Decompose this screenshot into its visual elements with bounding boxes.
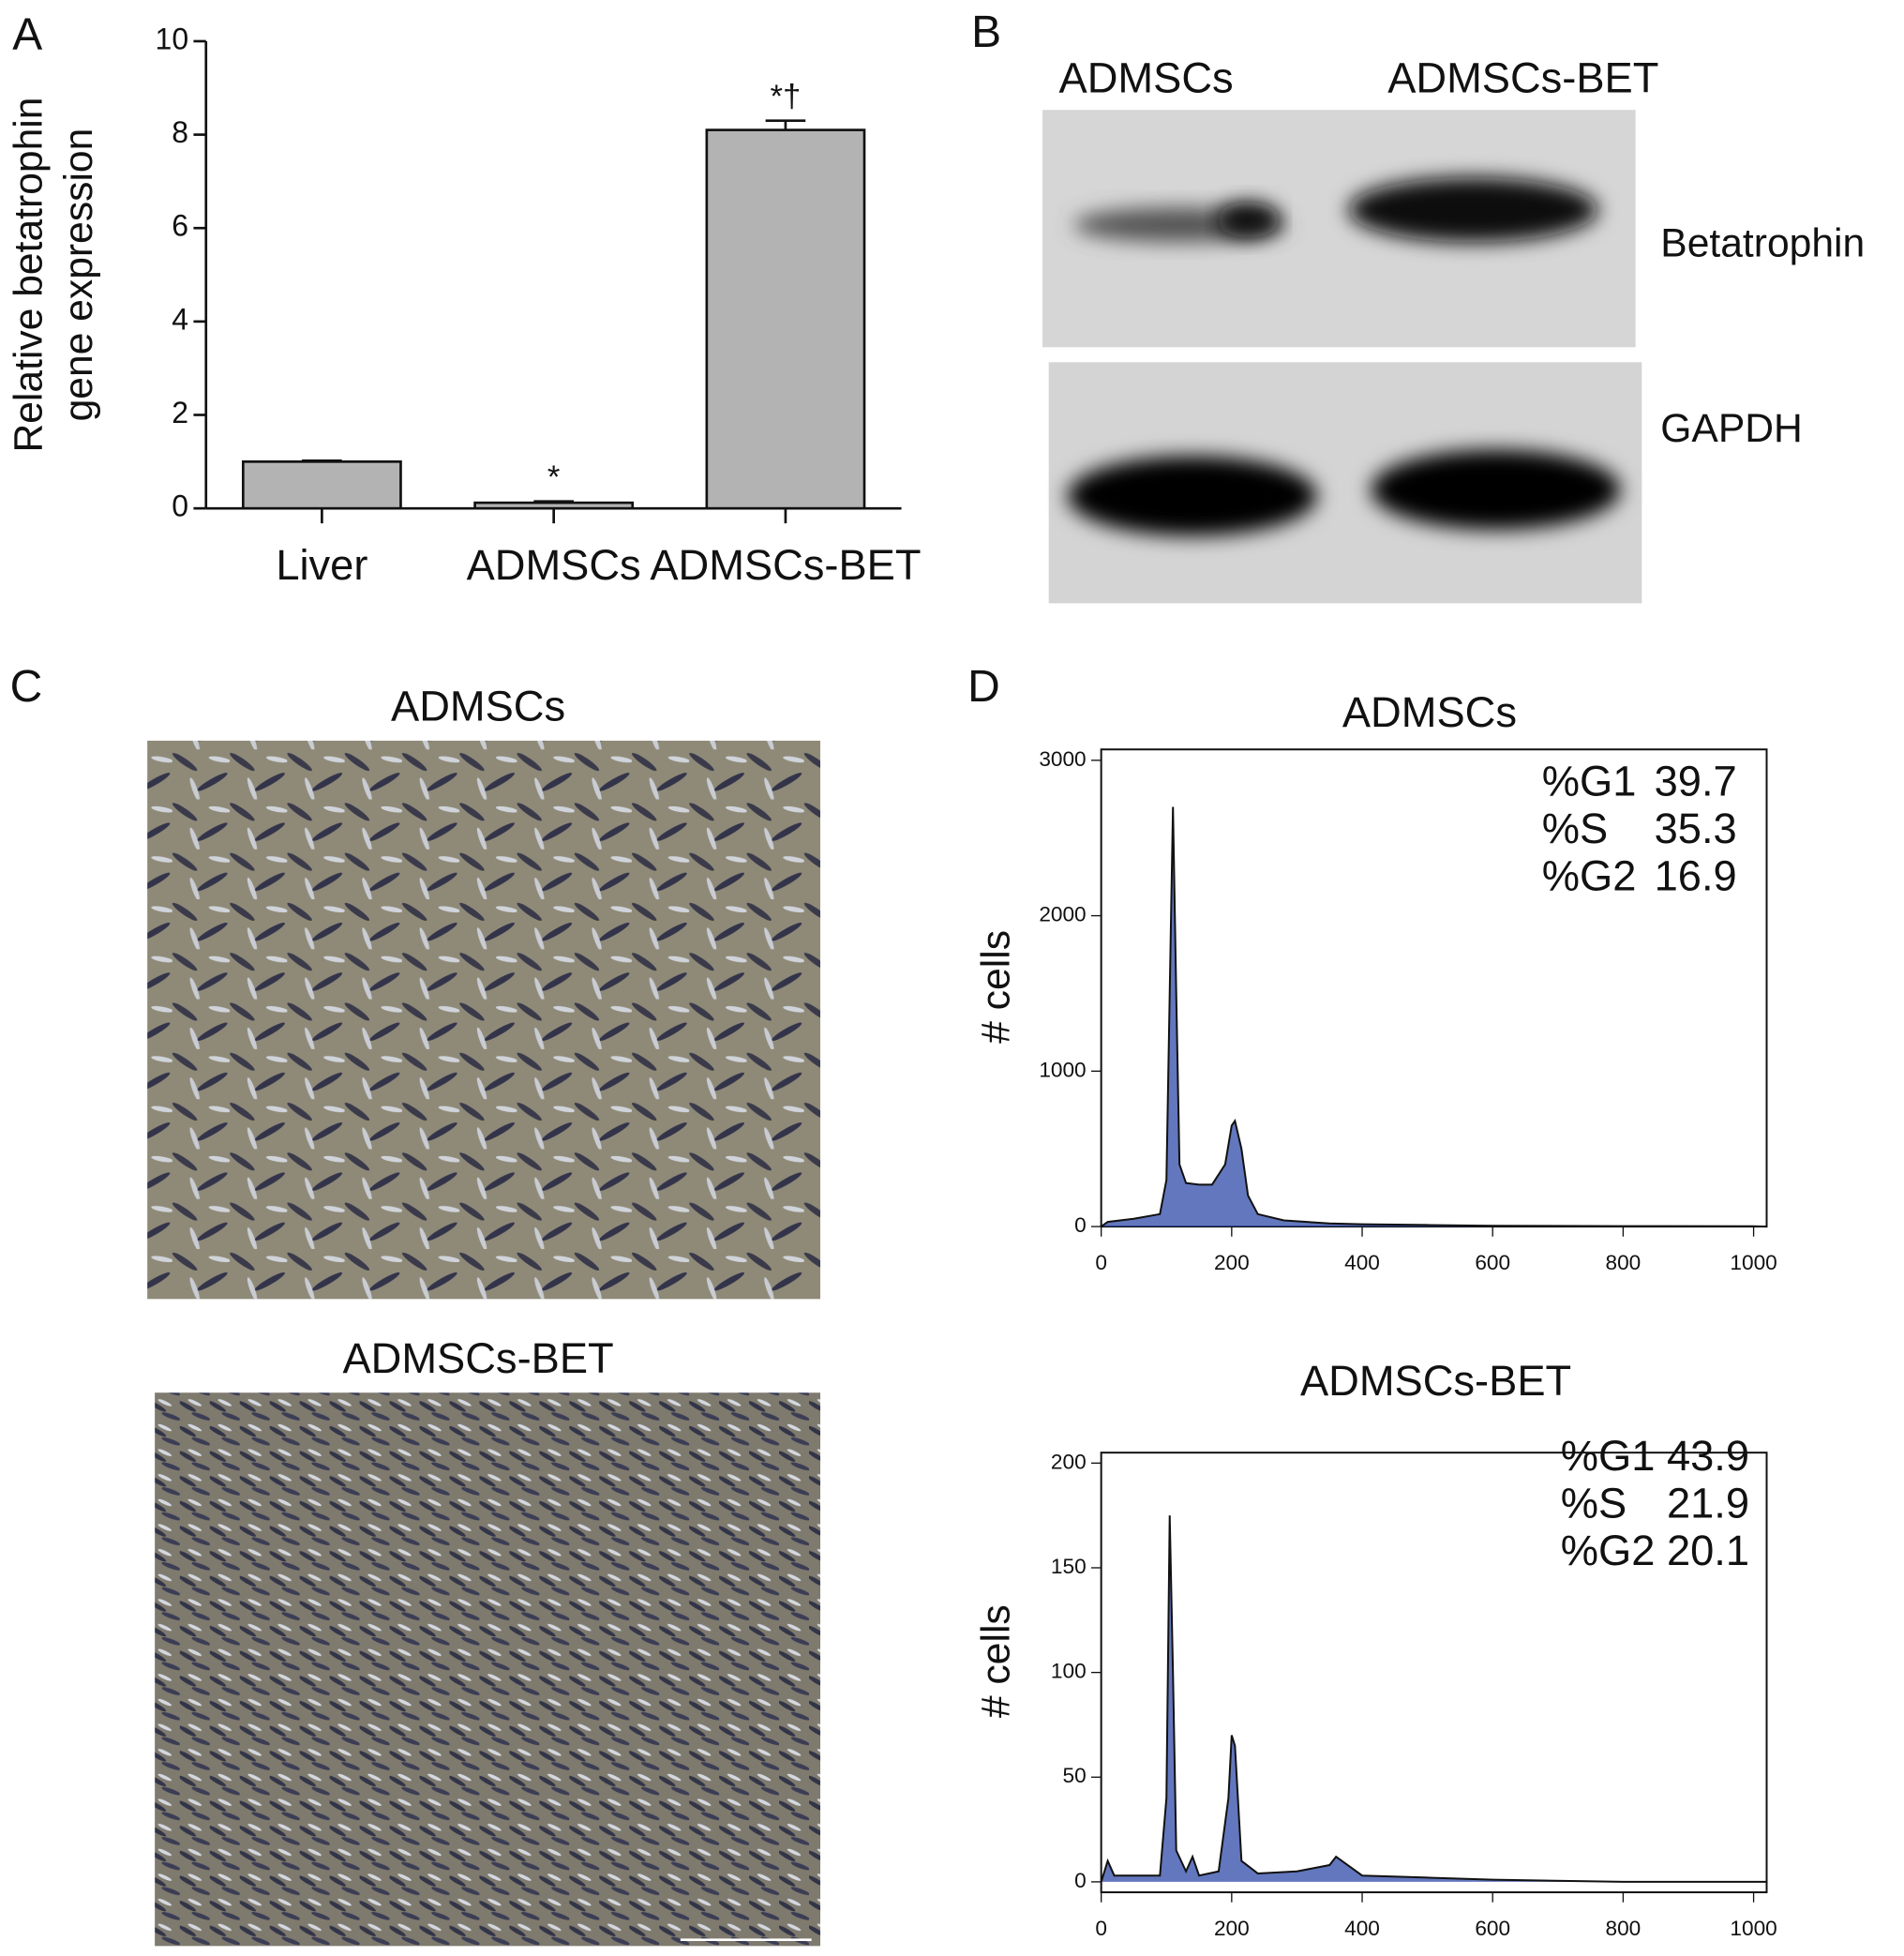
x-tick-label: 200 xyxy=(1214,1917,1250,1940)
micrograph xyxy=(147,740,820,1300)
micrograph xyxy=(155,1392,820,1947)
stat-label: %G2 xyxy=(1561,1527,1656,1574)
row-label: GAPDH xyxy=(1660,406,1803,451)
y-tick-label: 1000 xyxy=(1039,1058,1086,1081)
x-tick-label: ADMSCs-BET xyxy=(650,541,921,589)
x-tick-label: 0 xyxy=(1095,1917,1107,1940)
y-tick-label: 0 xyxy=(1074,1213,1087,1237)
bar xyxy=(705,128,866,510)
stat-label: %S xyxy=(1561,1479,1627,1527)
y-tick-label: 4 xyxy=(172,302,188,336)
micrograph-title: ADMSCs xyxy=(391,683,565,730)
significance: *† xyxy=(771,79,802,114)
row-label: Betatrophin xyxy=(1660,221,1865,266)
y-tick-label: 200 xyxy=(1051,1450,1087,1473)
chart-title: ADMSCs xyxy=(1342,688,1517,736)
plot-frame xyxy=(1100,748,1768,1228)
y-tick-label: 2000 xyxy=(1039,903,1086,926)
y-tick-label: 2 xyxy=(172,396,188,429)
stat-value: 16.9 xyxy=(1655,852,1737,900)
y-axis-label: gene expression xyxy=(56,128,101,422)
y-tick-label: 3000 xyxy=(1039,747,1086,771)
lane-label: ADMSCs xyxy=(1059,54,1234,102)
x-tick-label: 400 xyxy=(1344,1251,1380,1274)
area xyxy=(1101,1515,1767,1882)
stat-value: 20.1 xyxy=(1667,1527,1749,1574)
x-tick-label: 800 xyxy=(1606,1251,1642,1274)
x-tick-label: 0 xyxy=(1095,1251,1107,1274)
x-tick-label: 1000 xyxy=(1730,1251,1777,1274)
micrographs: ADMSCs ADMSCs-BET xyxy=(147,683,820,1947)
y-tick-label: 10 xyxy=(156,22,189,55)
x-tick-label: 1000 xyxy=(1730,1917,1777,1940)
x-tick-label: ADMSCs xyxy=(467,541,641,589)
western-blot: ADMSCs ADMSCs-BET Betatrophin GAPDH xyxy=(1042,54,1865,604)
band xyxy=(1371,449,1621,530)
x-tick-label: 600 xyxy=(1475,1251,1510,1274)
y-axis-label: # cells xyxy=(974,930,1019,1044)
stat-label: %G1 xyxy=(1542,757,1637,805)
micrograph-title: ADMSCs-BET xyxy=(342,1334,613,1382)
x-tick-label: 600 xyxy=(1475,1917,1510,1940)
y-axis-label: Relative betatrophin xyxy=(7,98,52,453)
stat-value: 21.9 xyxy=(1667,1479,1749,1527)
panel-label: A xyxy=(12,10,42,60)
significance: * xyxy=(547,459,560,495)
y-tick-label: 8 xyxy=(172,115,188,149)
stat-label: %S xyxy=(1542,805,1608,852)
chart-title: ADMSCs-BET xyxy=(1300,1357,1571,1405)
panel-label: C xyxy=(10,662,43,712)
x-tick-label: 200 xyxy=(1214,1251,1250,1274)
band xyxy=(1217,202,1281,238)
stat-value: 39.7 xyxy=(1655,757,1737,805)
bar xyxy=(241,459,402,510)
band xyxy=(1067,456,1318,536)
line xyxy=(1101,806,1767,1228)
stat-value: 35.3 xyxy=(1655,805,1737,852)
stat-value: 43.9 xyxy=(1667,1432,1749,1480)
panel-label: D xyxy=(967,662,1000,712)
lane-label: ADMSCs-BET xyxy=(1387,54,1658,102)
band xyxy=(1348,177,1598,243)
x-tick-label: 800 xyxy=(1606,1917,1642,1940)
y-tick-label: 50 xyxy=(1062,1764,1086,1787)
y-tick-label: 6 xyxy=(172,209,188,243)
stat-label: %G1 xyxy=(1561,1432,1656,1480)
stat-label: %G2 xyxy=(1542,852,1637,900)
y-axis-label: # cells xyxy=(974,1604,1019,1718)
y-tick-label: 150 xyxy=(1051,1555,1087,1578)
y-tick-label: 0 xyxy=(1074,1869,1087,1892)
x-tick-label: Liver xyxy=(276,541,367,589)
y-tick-label: 0 xyxy=(172,489,188,523)
line xyxy=(1100,1515,1767,1883)
area xyxy=(1101,806,1767,1227)
y-tick-label: 100 xyxy=(1051,1660,1087,1683)
x-tick-label: 400 xyxy=(1344,1917,1380,1940)
panel-label: B xyxy=(971,8,1001,57)
bar xyxy=(473,501,635,510)
